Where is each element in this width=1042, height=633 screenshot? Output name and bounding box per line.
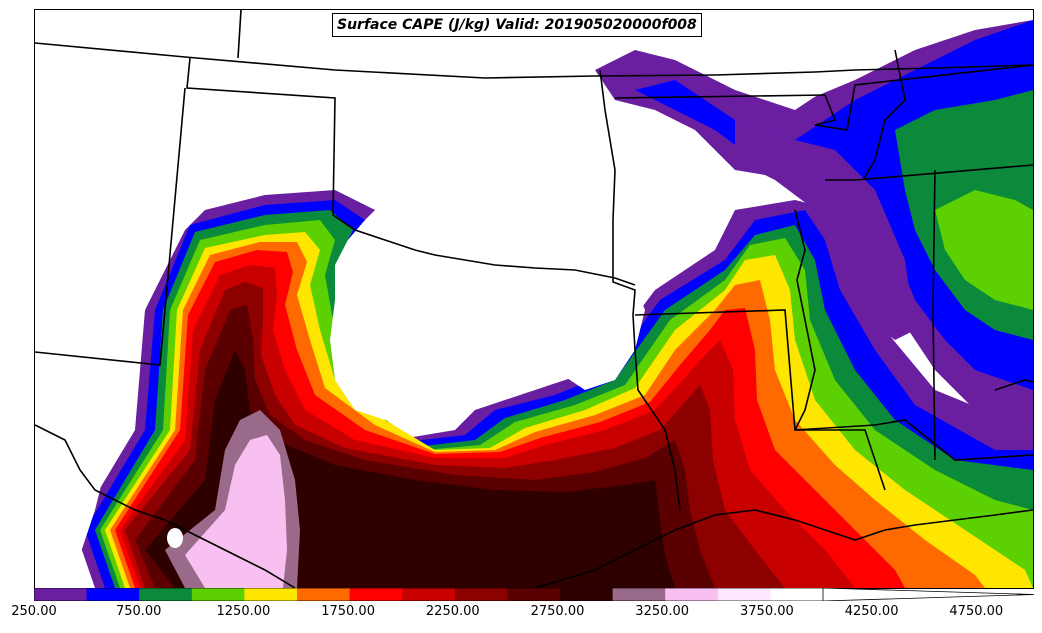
colorbar-swatch — [402, 588, 456, 601]
colorbar-swatch — [191, 588, 245, 601]
boundary-lines — [35, 10, 1033, 588]
colorbar-tick-label: 3750.00 — [740, 604, 794, 619]
map-panel — [34, 9, 1034, 589]
colorbar-swatch — [717, 588, 771, 601]
colorbar-tick-label: 4750.00 — [949, 604, 1004, 619]
colorbar-swatch — [665, 588, 719, 601]
cape-contours-west — [75, 190, 1033, 588]
colorbar-swatch — [560, 588, 614, 601]
colorbar-swatch — [34, 588, 88, 601]
colorbar-tick-labels: 250.00 750.00 1250.00 1750.00 2250.00 2750.00… — [0, 604, 1042, 624]
no-data-holes — [35, 10, 1033, 588]
colorbar-swatch — [612, 588, 666, 601]
colorbar-swatch — [86, 588, 140, 601]
colorbar-tick-label: 750.00 — [115, 604, 162, 619]
colorbar-tick-label: 3250.00 — [635, 604, 690, 619]
colorbar-tick-label: 2750.00 — [530, 604, 585, 619]
colorbar-swatch — [454, 588, 508, 601]
colorbar-swatch — [244, 588, 298, 601]
colorbar-swatch — [297, 588, 351, 601]
colorbar — [34, 588, 1034, 601]
colorbar-swatch — [770, 588, 824, 601]
colorbar-tick-label: 250.00 — [11, 604, 57, 619]
colorbar-swatch — [507, 588, 561, 601]
colorbar-swatch — [349, 588, 403, 601]
colorbar-tick-label: 4250.00 — [844, 604, 899, 619]
colorbar-tick-label: 2250.00 — [425, 604, 480, 619]
colorbar-extend-arrow — [822, 588, 1034, 601]
map-title: Surface CAPE (J/kg) Valid: 201905020000f… — [332, 13, 702, 37]
colorbar-swatch — [139, 588, 193, 601]
colorbar-tick-label: 1750.00 — [321, 604, 375, 619]
colorbar-tick-label: 1250.00 — [216, 604, 271, 619]
cape-field-map — [35, 10, 1033, 588]
